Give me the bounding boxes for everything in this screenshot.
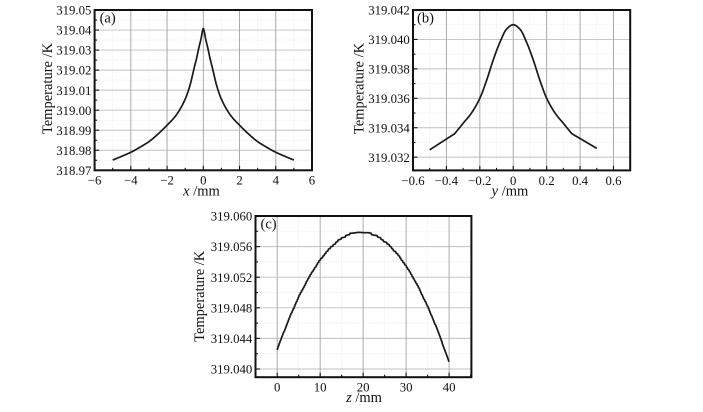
- svg-text:20: 20: [357, 381, 370, 395]
- svg-text:z /mm: z /mm: [345, 390, 383, 406]
- svg-text:319.060: 319.060: [211, 210, 253, 224]
- svg-text:319.034: 319.034: [368, 121, 410, 135]
- svg-text:319.02: 319.02: [56, 64, 91, 78]
- svg-text:319.032: 319.032: [368, 151, 410, 165]
- svg-text:319.00: 319.00: [56, 104, 91, 118]
- svg-text:0.4: 0.4: [572, 174, 589, 188]
- svg-text:319.04: 319.04: [56, 24, 92, 38]
- svg-text:y /mm: y /mm: [490, 184, 529, 200]
- svg-text:40: 40: [443, 381, 456, 395]
- svg-text:319.01: 319.01: [56, 84, 91, 98]
- svg-text:319.044: 319.044: [211, 332, 253, 346]
- svg-text:Temperature /K: Temperature /K: [40, 42, 56, 134]
- svg-text:30: 30: [400, 381, 413, 395]
- svg-text:0.6: 0.6: [605, 174, 622, 188]
- svg-text:6: 6: [309, 174, 316, 188]
- svg-text:319.040: 319.040: [211, 363, 253, 377]
- svg-text:319.040: 319.040: [368, 33, 410, 47]
- svg-text:−0.4: −0.4: [435, 174, 459, 188]
- svg-text:4: 4: [273, 174, 280, 188]
- svg-text:319.038: 319.038: [368, 62, 410, 76]
- svg-text:319.056: 319.056: [211, 240, 253, 254]
- svg-text:319.036: 319.036: [368, 92, 410, 106]
- svg-text:Temperature /K: Temperature /K: [352, 42, 368, 134]
- svg-text:319.042: 319.042: [368, 4, 410, 18]
- svg-text:0.2: 0.2: [539, 174, 555, 188]
- svg-text:319.052: 319.052: [211, 271, 253, 285]
- svg-text:−4: −4: [124, 174, 138, 188]
- svg-text:0: 0: [200, 174, 206, 188]
- svg-text:(b): (b): [417, 10, 434, 26]
- svg-text:318.99: 318.99: [56, 124, 91, 138]
- svg-text:−2: −2: [160, 174, 174, 188]
- svg-text:318.98: 318.98: [56, 144, 91, 158]
- svg-text:318.97: 318.97: [56, 164, 92, 178]
- svg-text:10: 10: [314, 381, 327, 395]
- svg-text:(c): (c): [261, 217, 277, 233]
- svg-text:−0.6: −0.6: [401, 174, 425, 188]
- svg-text:−0.2: −0.2: [468, 174, 491, 188]
- svg-text:319.05: 319.05: [56, 4, 91, 18]
- svg-text:2: 2: [236, 174, 242, 188]
- svg-text:Temperature /K: Temperature /K: [192, 250, 208, 342]
- svg-text:(a): (a): [100, 10, 116, 26]
- svg-text:319.03: 319.03: [56, 44, 91, 58]
- svg-text:−6: −6: [88, 174, 102, 188]
- svg-text:x /mm: x /mm: [182, 184, 220, 200]
- svg-text:0: 0: [510, 174, 516, 188]
- svg-text:319.048: 319.048: [211, 301, 253, 315]
- svg-text:0: 0: [274, 381, 280, 395]
